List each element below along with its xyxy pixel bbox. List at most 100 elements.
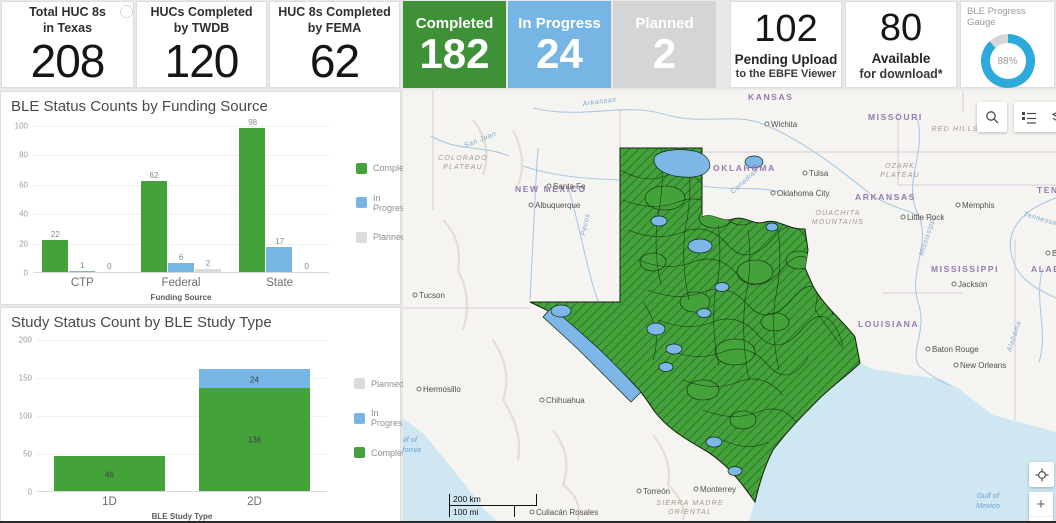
- legend-item: In Progress: [354, 408, 410, 428]
- y-axis-tick: 200: [18, 335, 32, 345]
- bar-State-in-progress[interactable]: [266, 247, 293, 272]
- tile-in-progress-label: In Progress: [518, 14, 601, 32]
- gridline: [33, 126, 329, 127]
- window-bottom-edge: [0, 521, 1056, 523]
- card-available-value: 80: [879, 6, 923, 49]
- chart-title-funding-source: BLE Status Counts by Funding Source: [11, 98, 268, 115]
- x-axis-title: Funding Source: [150, 293, 212, 302]
- physical-region-label: MOUNTAINS: [812, 219, 864, 226]
- gridline: [33, 214, 329, 216]
- tile-in-progress: In Progress 24: [508, 1, 611, 88]
- bar-value-label: 24: [250, 375, 259, 385]
- state-label: KANSAS: [748, 92, 794, 102]
- city-marker: [1045, 250, 1051, 256]
- bar-value-label: 0: [304, 262, 309, 271]
- city-label: Memphis: [962, 201, 994, 210]
- bar-Federal-in-progress[interactable]: [167, 263, 194, 272]
- bar-State-complete[interactable]: [239, 127, 266, 272]
- map-layers-button[interactable]: [1044, 102, 1056, 132]
- city-marker: [539, 397, 545, 403]
- bar-value-label: 2: [205, 259, 211, 269]
- map-canvas[interactable]: KANSAS MISSOURI OKLAHOMA ARKANSAS NEW MEXICO…: [403, 90, 1056, 523]
- gridline: [33, 155, 329, 157]
- card-ble-progress-gauge: BLE Progress Gauge 88%: [960, 1, 1055, 88]
- gauge-percent-label: 88%: [997, 55, 1018, 67]
- map-search-button[interactable]: [977, 102, 1007, 132]
- map-home-button[interactable]: [1029, 462, 1054, 487]
- city-marker: [412, 292, 418, 298]
- legend-item: Planned: [354, 378, 410, 389]
- card-total-title-line1: Total HUC 8s: [29, 4, 106, 19]
- legend-item: Complete: [356, 162, 412, 174]
- search-icon: [986, 111, 999, 124]
- bar-CTP-complete[interactable]: [41, 239, 68, 272]
- city-label: Albuquerque: [535, 201, 581, 210]
- city-label: Culiacán Rosales: [536, 508, 598, 517]
- bar-2D-complete[interactable]: [199, 387, 310, 491]
- x-axis-category-label: 2D: [247, 496, 262, 508]
- physical-region-label: SIERRA MADRE: [656, 500, 723, 507]
- bar-1D-complete[interactable]: [54, 456, 165, 491]
- default-extent-icon: [1035, 468, 1048, 481]
- legend-list-icon: [1022, 111, 1036, 124]
- card-pending-label-line1: Pending Upload: [734, 51, 838, 67]
- drag-handle-icon[interactable]: [120, 5, 133, 18]
- state-label: LOUISIANA: [858, 319, 919, 329]
- city-label: Tulsa: [809, 169, 829, 178]
- legend-item: Complete: [354, 447, 410, 458]
- y-axis-tick: 40: [19, 209, 28, 219]
- city-label: Little Rock: [907, 213, 945, 222]
- tile-completed-label: Completed: [415, 14, 494, 32]
- city-label: Baton Rouge: [932, 345, 979, 354]
- progress-gauge-ring: 88%: [980, 34, 1035, 88]
- zoom-in-button[interactable]: +: [1029, 492, 1053, 516]
- x-axis-category-label: State: [266, 277, 294, 289]
- bar-CTP-in-progress[interactable]: [68, 270, 95, 272]
- tile-planned: Planned 2: [613, 1, 716, 88]
- chart-title-study-type: Study Status Count by BLE Study Type: [11, 314, 272, 331]
- gridline: [37, 340, 327, 341]
- bar-value-label: 46: [105, 470, 114, 480]
- y-axis-tick: 0: [27, 487, 32, 497]
- state-label: MISSOURI: [868, 112, 923, 122]
- tile-completed-value: 182: [419, 29, 490, 77]
- map-tool-group: [1014, 102, 1056, 132]
- y-axis-tick: 0: [23, 268, 28, 278]
- bar-Federal-complete[interactable]: [140, 180, 167, 272]
- river-label: Arkansas: [581, 96, 617, 108]
- city-marker: [693, 486, 699, 492]
- city-marker: [925, 346, 931, 352]
- city-marker: [528, 202, 534, 208]
- bar-value-label: 62: [149, 170, 159, 180]
- card-twdb-value: 120: [164, 35, 240, 88]
- card-available-label-line1: Available: [871, 50, 931, 66]
- physical-region-label: PLATEAU: [443, 164, 483, 171]
- gridline: [37, 454, 327, 455]
- legend-swatch: [356, 231, 367, 243]
- chart-legend: Complete In Progress Planned: [356, 162, 412, 243]
- card-total-value: 208: [30, 35, 106, 88]
- city-marker: [636, 488, 642, 494]
- state-label: ARKANSAS: [855, 192, 916, 202]
- panel-study-type-chart: Study Status Count by BLE Study Type 0 50…: [0, 307, 410, 523]
- map-legend-button[interactable]: [1014, 102, 1044, 132]
- water-label: Gulf of: [403, 435, 418, 444]
- in-progress-hucs[interactable]: [542, 149, 779, 476]
- river-label: Alabama: [1006, 320, 1023, 353]
- legend-label: Complete: [373, 163, 412, 174]
- legend-label: In Progress: [373, 192, 410, 213]
- water-label: California: [403, 445, 421, 454]
- bar-2D-in-progress[interactable]: [199, 369, 310, 388]
- y-axis-tick: 100: [14, 121, 28, 131]
- card-pending-value: 102: [754, 7, 818, 50]
- city-marker: [951, 281, 957, 287]
- city-marker: [953, 362, 959, 368]
- scalebar-mi-label: 100 mi: [449, 506, 515, 517]
- legend-swatch: [354, 378, 365, 389]
- bar-Federal-planned[interactable]: [194, 269, 221, 272]
- bar-value-label: 1: [80, 260, 85, 270]
- y-axis-tick: 150: [18, 373, 32, 383]
- city-label: Birmingham: [1052, 249, 1056, 258]
- legend-swatch: [354, 412, 365, 424]
- map-panel: KANSAS MISSOURI OKLAHOMA ARKANSAS NEW MEXICO…: [403, 90, 1056, 523]
